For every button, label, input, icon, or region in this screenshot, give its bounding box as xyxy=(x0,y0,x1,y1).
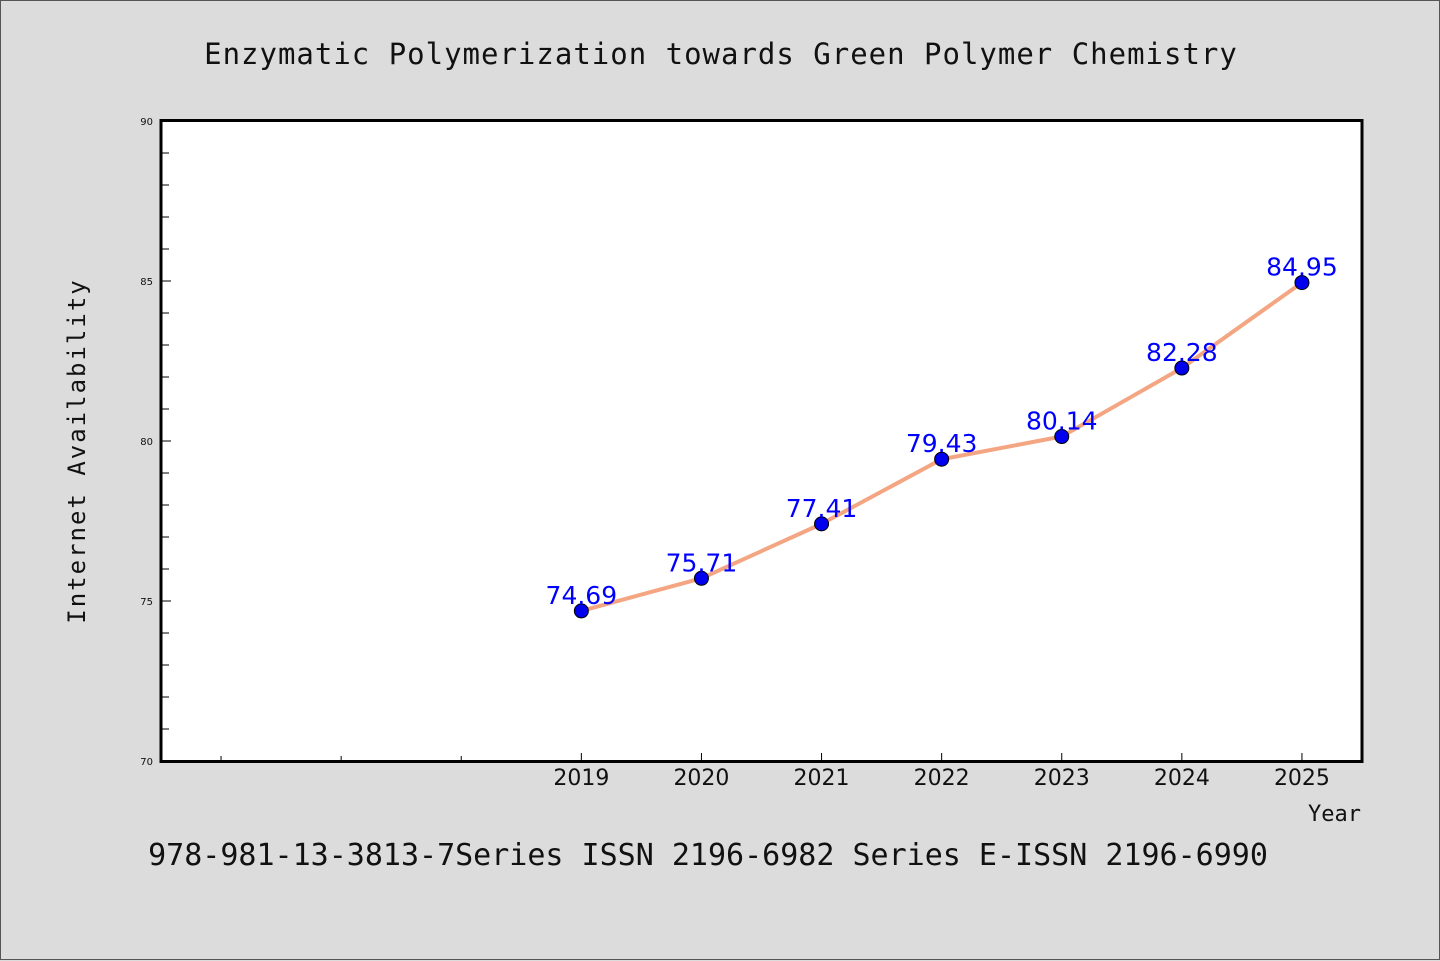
y-tick-label: 70 xyxy=(140,757,153,768)
plot-area xyxy=(159,119,1364,763)
y-tick-label: 85 xyxy=(140,277,153,288)
data-label: 74.69 xyxy=(546,581,618,610)
data-point-marker xyxy=(1174,360,1190,376)
footer-text: 978-981-13-3813-7Series ISSN 2196-6982 S… xyxy=(148,838,1268,873)
x-axis-label: Year xyxy=(1308,802,1361,827)
y-tick-label: 90 xyxy=(140,117,153,128)
x-axis: 2019 2020 2021 2022 2023 2024 2025 xyxy=(220,753,1330,791)
data-label: 79.43 xyxy=(906,429,978,458)
x-tick-label: 2023 xyxy=(1034,766,1090,791)
y-axis: 70 75 80 85 90 xyxy=(140,117,171,768)
data-point-marker xyxy=(1054,429,1070,445)
data-point-marker xyxy=(934,451,950,467)
data-point-marker xyxy=(814,516,830,532)
data-label: 80.14 xyxy=(1026,407,1098,436)
x-tick-label: 2024 xyxy=(1154,766,1210,791)
x-tick-label: 2020 xyxy=(673,766,729,791)
data-label: 77.41 xyxy=(786,494,858,523)
y-axis-label: Internet Availability xyxy=(63,278,91,623)
y-tick-label: 80 xyxy=(140,437,153,448)
x-tick-label: 2021 xyxy=(794,766,850,791)
data-label: 75.71 xyxy=(666,548,738,577)
chart-title: Enzymatic Polymerization towards Green P… xyxy=(204,37,1238,71)
x-tick-label: 2025 xyxy=(1274,766,1330,791)
y-tick-label: 75 xyxy=(140,597,153,608)
x-tick-label: 2019 xyxy=(553,766,609,791)
x-tick-label: 2022 xyxy=(914,766,970,791)
series-group: 74.69 75.71 77.41 79.43 80.14 82.28 84.95 xyxy=(546,253,1338,619)
data-label: 82.28 xyxy=(1146,338,1218,367)
data-point-marker xyxy=(1294,275,1310,291)
data-point-marker xyxy=(693,570,709,586)
data-label: 84.95 xyxy=(1266,253,1338,282)
data-point-marker xyxy=(573,603,589,619)
